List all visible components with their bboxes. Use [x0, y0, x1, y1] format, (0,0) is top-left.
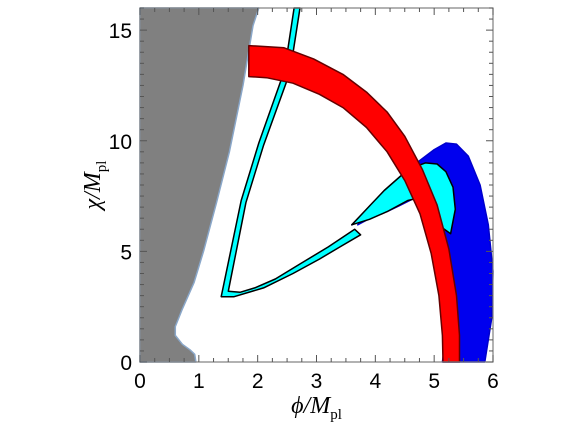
y-tick-label: 0: [120, 352, 132, 375]
x-tick-label: 2: [252, 370, 264, 393]
x-tick-label: 1: [193, 370, 205, 393]
x-tick-label: 3: [311, 370, 323, 393]
tick-marks: [139, 7, 494, 363]
region-2: [351, 162, 457, 235]
y-axis-title: χ/Mpl: [80, 161, 110, 212]
region-0: [139, 7, 260, 363]
y-tick-label: 10: [109, 131, 132, 154]
x-axis-title: ϕ/Mpl: [291, 393, 342, 423]
y-tick-label: 5: [120, 241, 132, 264]
x-tick-label: 6: [487, 370, 499, 393]
y-axis-title-sub: pl: [94, 161, 110, 173]
x-axis-title-sub: pl: [330, 407, 342, 423]
x-tick-labels: 0 1 2 3 4 5 6: [134, 370, 499, 393]
x-tick-label: 4: [369, 370, 381, 393]
x-axis-title-main: ϕ/M: [291, 393, 332, 419]
y-axis-title-main: χ/M: [80, 170, 106, 211]
x-tick-label: 0: [134, 370, 146, 393]
region-layer: [139, 7, 494, 363]
y-tick-label: 15: [109, 20, 132, 43]
y-tick-labels: 0 5 10 15: [109, 20, 132, 375]
x-tick-label: 5: [428, 370, 440, 393]
